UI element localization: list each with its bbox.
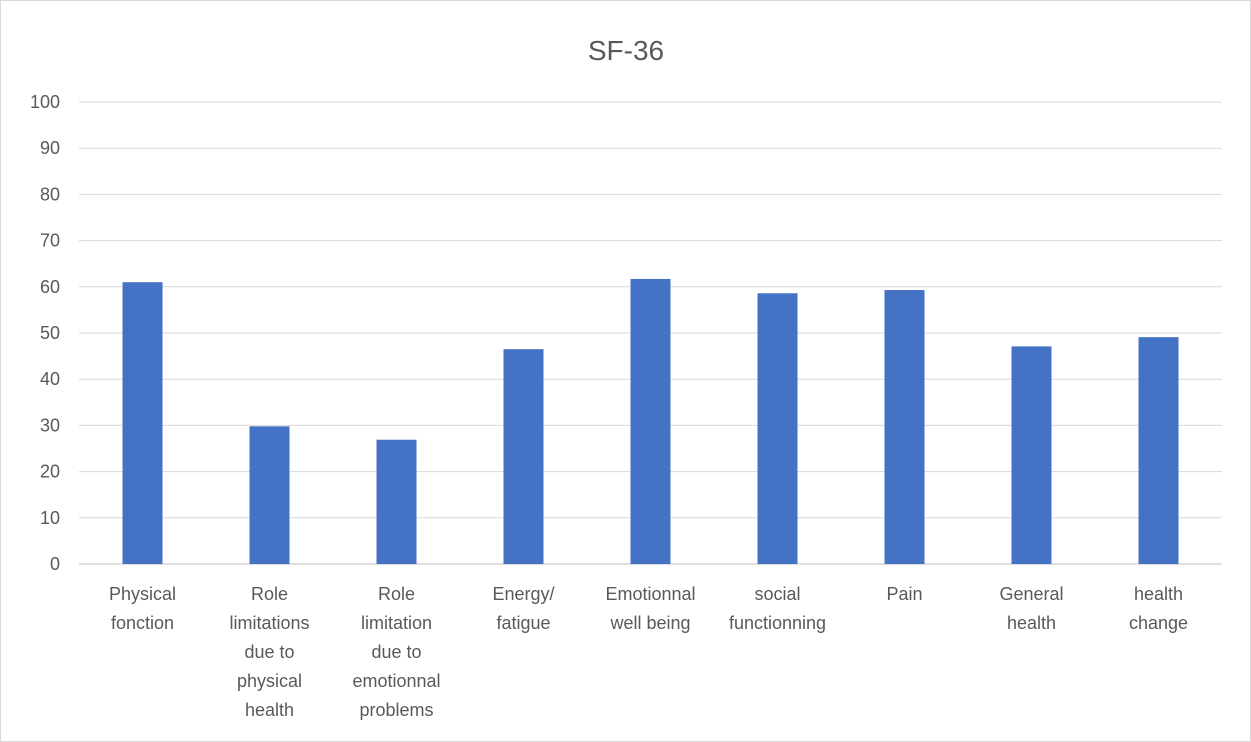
y-tick-label: 90 [40,138,60,158]
bar [630,278,671,564]
x-axis-tick-labels: Physical fonction Role limitations due to phy… [109,584,1188,720]
bar [1138,337,1179,564]
x-tick-label-line: well being [609,613,690,633]
x-tick-label: Physical fonction [109,584,176,633]
bar [376,439,417,564]
y-tick-label: 40 [40,369,60,389]
x-tick-label-line: physical [237,671,302,691]
x-tick-label: health change [1129,584,1188,633]
x-tick-label-line: fonction [111,613,174,633]
y-tick-label: 70 [40,231,60,251]
x-tick-label-line: due to [371,642,421,662]
bar [122,282,163,564]
x-tick-label-line: health [1007,613,1056,633]
chart-title: SF-36 [588,35,664,66]
x-tick-label: Role limitations due to physical health [229,584,309,720]
x-tick-label: Energy/fatigue [492,584,554,633]
x-tick-label: social functionning [729,584,826,633]
x-tick-label-line: Role [378,584,415,604]
x-tick-label-line: Role [251,584,288,604]
y-tick-label: 80 [40,184,60,204]
y-tick-label: 20 [40,462,60,482]
bar [503,349,544,564]
x-tick-label-line: limitation [361,613,432,633]
x-tick-label-line: health [245,700,294,720]
y-tick-label: 50 [40,323,60,343]
bars [122,278,1179,564]
x-tick-label-line: health [1134,584,1183,604]
bar [249,426,290,564]
y-tick-label: 30 [40,415,60,435]
x-tick-label: General health [999,584,1063,633]
x-tick-label: Role limitation due to emotionnal problems [352,584,440,720]
x-tick-label-line: functionning [729,613,826,633]
x-tick-label-line: Pain [886,584,922,604]
x-tick-label-line: emotionnal [352,671,440,691]
x-tick-label-line: Emotionnal [605,584,695,604]
x-tick-label-line: change [1129,613,1188,633]
y-tick-label: 60 [40,277,60,297]
y-tick-label: 100 [30,92,60,112]
x-tick-label-line: limitations [229,613,309,633]
x-tick-label-line: fatigue [496,613,550,633]
x-tick-label-line: due to [244,642,294,662]
x-tick-label-line: General [999,584,1063,604]
bar [757,293,798,564]
y-tick-label: 0 [50,554,60,574]
x-tick-label-line: Energy/ [492,584,554,604]
x-tick-label-line: social [754,584,800,604]
x-tick-label: Pain [886,584,922,604]
x-tick-label-line: Physical [109,584,176,604]
x-tick-label: Emotionnal well being [605,584,695,633]
x-tick-label-line: problems [359,700,433,720]
y-axis-tick-labels: 0 10 20 30 40 50 60 70 80 90 100 [30,92,60,574]
bar [884,290,925,564]
y-tick-label: 10 [40,508,60,528]
bar [1011,346,1052,564]
